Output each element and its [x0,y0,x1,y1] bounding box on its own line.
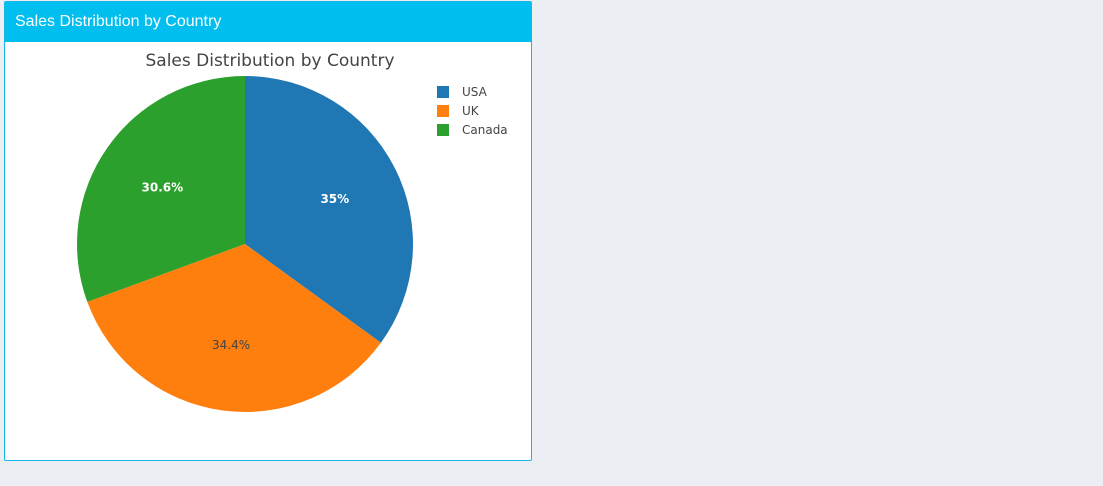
chart-panel: Sales Distribution by Country Sales Dist… [4,1,532,461]
pie-slice-canada[interactable] [76,76,246,302]
chart-area: Sales Distribution by Country 35% 34.4% 30… [5,42,531,460]
legend-swatch [437,105,449,117]
legend-swatch [437,124,449,136]
pie-chart: Sales Distribution by Country 35% 34.4% 30… [76,51,508,412]
legend-item-uk[interactable]: UK [437,104,480,118]
legend-item-canada[interactable]: Canada [437,123,508,137]
legend-label: UK [462,104,480,118]
pie-label-usa: 35% [320,192,349,206]
pie-slice-usa[interactable] [245,76,413,343]
legend-label: USA [462,85,488,99]
pie-slice-uk[interactable] [87,244,381,412]
pie-label-canada: 30.6% [142,180,184,194]
legend-label: Canada [462,123,508,137]
legend-swatch [437,86,449,98]
pie-slices [76,76,413,412]
chart-title: Sales Distribution by Country [145,51,394,71]
panel-title: Sales Distribution by Country [5,2,531,42]
legend[interactable]: USA UK Canada [437,85,508,137]
pie-labels: 35% 34.4% 30.6% [142,180,350,352]
legend-item-usa[interactable]: USA [437,85,488,99]
pie-label-uk: 34.4% [212,338,250,352]
